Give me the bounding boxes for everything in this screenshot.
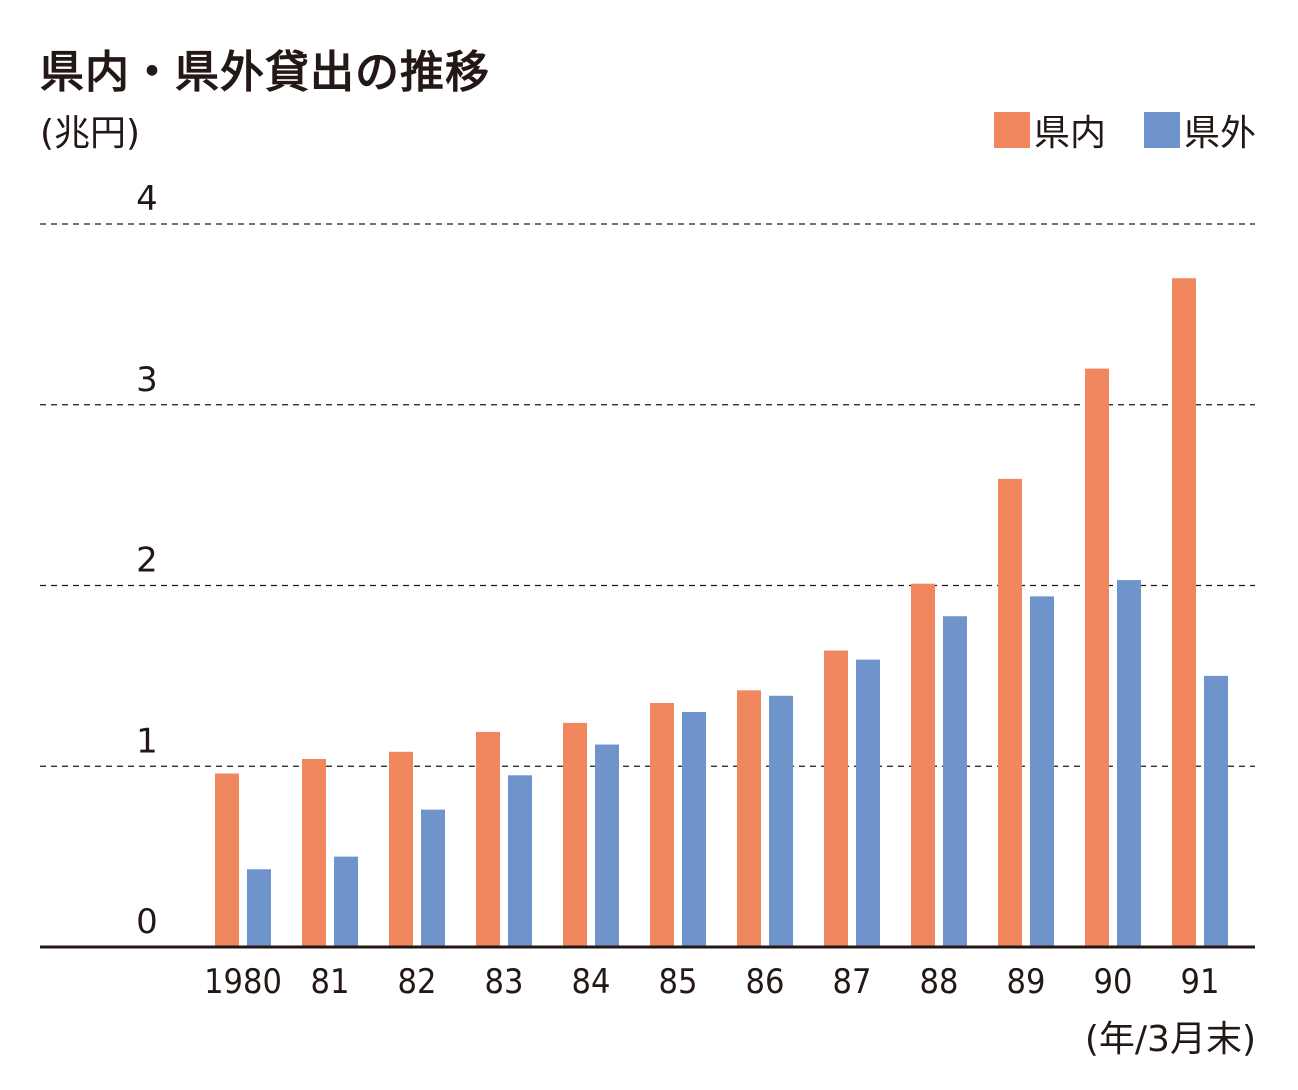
y-tick-label: 3 bbox=[136, 360, 158, 400]
legend-swatch-domestic bbox=[993, 112, 1030, 148]
legend-label-external: 県外 bbox=[1183, 113, 1256, 154]
bar-external bbox=[1204, 675, 1228, 947]
y-tick-label: 1 bbox=[136, 721, 158, 761]
legend-item-domestic: 県内 bbox=[993, 104, 1106, 156]
bar-domestic bbox=[389, 751, 413, 947]
bar-external bbox=[1117, 580, 1141, 947]
bar-external bbox=[247, 869, 271, 947]
bar-domestic bbox=[998, 478, 1022, 947]
bar-domestic bbox=[1085, 368, 1109, 948]
bar-external bbox=[595, 744, 619, 947]
x-unit-label: (年/3月末) bbox=[1084, 1019, 1256, 1060]
bar-domestic bbox=[476, 731, 500, 947]
x-tick-label: 87 bbox=[833, 962, 872, 1002]
bar-domestic bbox=[1172, 278, 1196, 948]
bar-domestic bbox=[563, 722, 587, 947]
bar-external bbox=[943, 616, 967, 947]
legend-item-external: 県外 bbox=[1143, 104, 1256, 156]
x-tick-label: 81 bbox=[311, 962, 350, 1002]
x-tick-label: 90 bbox=[1094, 962, 1133, 1002]
x-tick-label: 83 bbox=[485, 962, 524, 1002]
bar-domestic bbox=[302, 759, 326, 947]
bar-domestic bbox=[824, 650, 848, 947]
bar-domestic bbox=[737, 690, 761, 947]
x-tick-label: 85 bbox=[659, 962, 698, 1002]
bar-external bbox=[682, 712, 706, 947]
x-tick-label: 84 bbox=[572, 962, 611, 1002]
y-unit-label: (兆円) bbox=[40, 113, 141, 154]
chart-title: 県内・県外貸出の推移 bbox=[40, 47, 490, 98]
bar-external bbox=[508, 775, 532, 947]
legend: 県内 県外 bbox=[993, 104, 1256, 156]
bar-external bbox=[1030, 596, 1054, 947]
y-tick-label: 2 bbox=[136, 541, 158, 581]
x-tick-label: 88 bbox=[920, 962, 959, 1002]
legend-label-domestic: 県内 bbox=[1033, 113, 1106, 154]
bar-domestic bbox=[650, 702, 674, 947]
bar-external bbox=[856, 659, 880, 947]
x-tick-label: 1980 bbox=[204, 962, 282, 1002]
x-tick-label: 86 bbox=[746, 962, 785, 1002]
x-tick-label: 89 bbox=[1007, 962, 1046, 1002]
y-tick-label: 0 bbox=[136, 902, 158, 942]
bar-domestic bbox=[215, 773, 239, 947]
legend-swatch-external bbox=[1143, 112, 1180, 148]
bar-external bbox=[769, 695, 793, 947]
x-tick-label: 91 bbox=[1181, 962, 1220, 1002]
bar-domestic bbox=[911, 583, 935, 947]
x-tick-label: 82 bbox=[398, 962, 437, 1002]
bar-external bbox=[421, 809, 445, 947]
bar-external bbox=[334, 856, 358, 947]
y-tick-label: 4 bbox=[136, 179, 158, 219]
